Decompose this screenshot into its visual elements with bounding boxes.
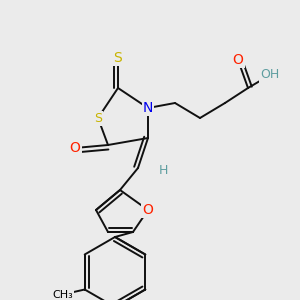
Text: O: O [142, 203, 153, 217]
Text: N: N [143, 101, 153, 115]
Text: H: H [158, 164, 168, 176]
Text: S: S [94, 112, 102, 124]
Text: OH: OH [260, 68, 280, 82]
Text: O: O [232, 53, 243, 67]
Text: S: S [114, 51, 122, 65]
Text: CH₃: CH₃ [52, 290, 73, 299]
Text: O: O [70, 141, 80, 155]
